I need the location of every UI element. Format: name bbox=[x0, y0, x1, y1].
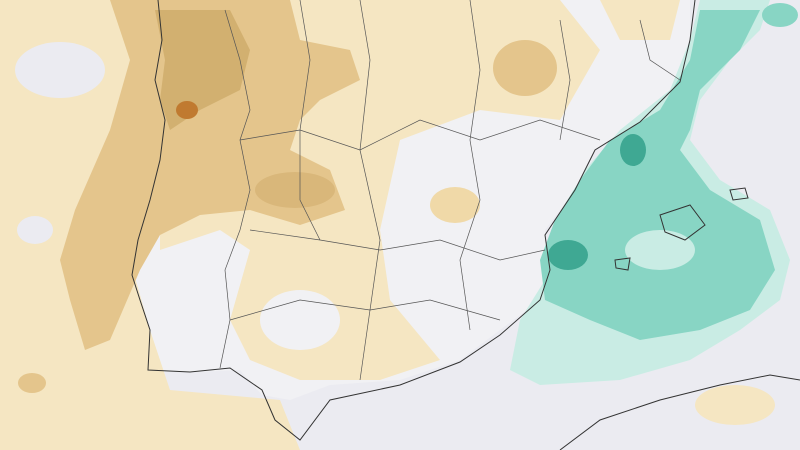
neutral bbox=[17, 216, 53, 244]
anomaly-dark-teal bbox=[620, 134, 646, 166]
coastline bbox=[559, 374, 800, 450]
border bbox=[559, 19, 571, 141]
neutral bbox=[260, 290, 340, 350]
anomaly-brown bbox=[176, 101, 198, 119]
anomaly-light-tan bbox=[695, 385, 775, 425]
island bbox=[729, 187, 749, 201]
border bbox=[299, 0, 321, 241]
anomaly-medium-teal bbox=[540, 10, 775, 340]
coastline bbox=[131, 0, 696, 441]
anomaly-dark-tan bbox=[155, 10, 250, 130]
neutral bbox=[15, 42, 105, 98]
anomaly-light-tan bbox=[0, 0, 300, 450]
island bbox=[614, 257, 631, 271]
border bbox=[219, 9, 251, 369]
anomaly-medium-teal bbox=[762, 3, 798, 27]
border bbox=[459, 0, 481, 331]
anomaly-dark-teal bbox=[548, 240, 588, 270]
border bbox=[359, 0, 381, 381]
border bbox=[639, 19, 681, 81]
island bbox=[659, 204, 706, 241]
anomaly-light-tan bbox=[430, 187, 480, 223]
anomaly-light-teal bbox=[625, 230, 695, 270]
border bbox=[249, 229, 546, 261]
anomaly-medium-tan bbox=[493, 40, 557, 96]
anomaly-medium-tan bbox=[60, 0, 360, 350]
anomaly-dark-tan bbox=[255, 172, 335, 208]
anomaly-medium-tan bbox=[18, 373, 46, 393]
